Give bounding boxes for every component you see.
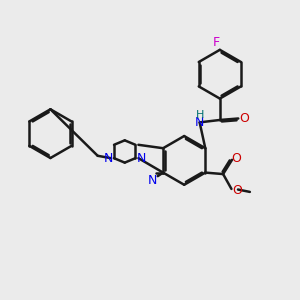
Text: N: N — [137, 152, 146, 165]
Text: N: N — [103, 152, 113, 165]
Text: O: O — [232, 184, 242, 196]
Text: N: N — [148, 174, 157, 187]
Text: O: O — [232, 152, 242, 165]
Text: N: N — [195, 116, 204, 129]
Text: F: F — [212, 36, 220, 49]
Text: O: O — [239, 112, 249, 125]
Text: H: H — [195, 110, 204, 120]
